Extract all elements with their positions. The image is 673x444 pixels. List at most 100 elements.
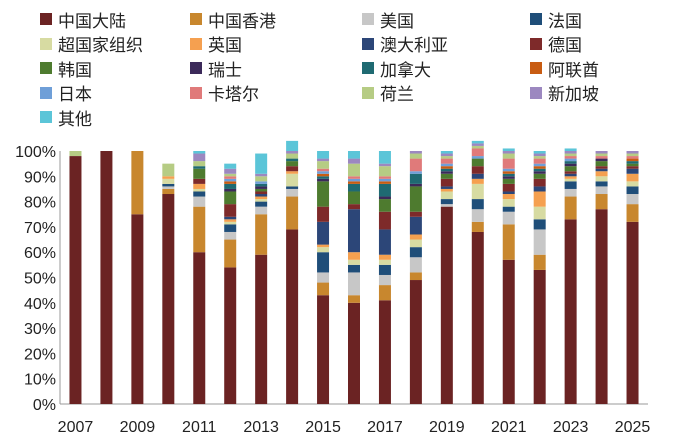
bar-segment — [440, 153, 453, 157]
bar-segment — [564, 148, 577, 151]
bar-segment — [471, 158, 484, 167]
bar-segment — [409, 257, 422, 273]
bar-segment — [409, 186, 422, 212]
legend-label: 中国香港 — [208, 11, 276, 32]
bar-segment — [255, 176, 268, 182]
bar-segment — [533, 163, 546, 167]
legend-item: 阿联酋 — [530, 57, 599, 81]
legend-swatch — [190, 37, 202, 50]
bar-segment — [255, 254, 268, 404]
legend-label: 阿联酋 — [548, 60, 599, 81]
bar-segment — [409, 280, 422, 404]
bar-segment — [193, 151, 206, 154]
bar-segment — [595, 151, 608, 154]
bar-segment — [193, 188, 206, 192]
legend-label: 德国 — [548, 36, 582, 56]
legend-item: 超国家组织 — [40, 33, 143, 56]
bar-segment — [255, 196, 268, 200]
bar-segment — [502, 148, 515, 151]
bar-segment — [626, 181, 639, 187]
bar-segment — [409, 151, 422, 154]
bar-segment — [224, 163, 237, 169]
bar-segment — [193, 183, 206, 189]
bar-segment — [626, 153, 639, 157]
legend-label: 加拿大 — [380, 60, 431, 81]
legend-label: 瑞士 — [208, 60, 242, 81]
bar-segment — [564, 178, 577, 182]
bar-segment — [533, 269, 546, 404]
bar-segment — [595, 209, 608, 404]
bar-segment — [409, 216, 422, 235]
bar-segment — [317, 158, 330, 162]
bar-segment — [378, 166, 391, 177]
bar-segment — [193, 161, 206, 167]
bar-segment — [502, 171, 515, 174]
legend-item: 其他 — [40, 106, 92, 130]
x-tick-label: 2025 — [615, 419, 651, 436]
bar-segment — [409, 158, 422, 172]
legend-item: 瑞士 — [190, 57, 242, 81]
legend-item: 中国大陆 — [40, 8, 126, 32]
legend-label: 美国 — [380, 11, 414, 32]
bar-segment — [224, 216, 237, 220]
bar-segment — [533, 168, 546, 172]
bar-segment — [471, 183, 484, 200]
bar-segment — [502, 178, 515, 184]
legend-label: 法国 — [548, 11, 582, 32]
legend-swatch — [40, 86, 52, 99]
bar-segment — [378, 163, 391, 167]
bar-segment — [440, 156, 453, 159]
bar-segment — [193, 206, 206, 253]
bar-segment — [286, 153, 299, 159]
bar-segment — [224, 224, 237, 232]
bar-segment — [564, 188, 577, 197]
legend-swatch — [40, 13, 52, 25]
bar-segment — [440, 163, 453, 167]
bar-segment — [533, 158, 546, 164]
bar-segment — [564, 153, 577, 157]
bar-segment — [409, 153, 422, 159]
bar-segment — [255, 201, 268, 207]
bar-segment — [193, 191, 206, 197]
bar-segment — [440, 166, 453, 169]
legend-item: 新加坡 — [530, 82, 599, 105]
bar-segment — [626, 168, 639, 174]
bar-segment — [348, 178, 360, 182]
legend-swatch — [40, 111, 52, 123]
bar-segment — [317, 178, 330, 182]
bar-segment — [502, 173, 515, 177]
legend-label: 中国大陆 — [58, 11, 126, 32]
bar-segment — [626, 151, 639, 154]
legend-swatch — [362, 37, 374, 50]
bar-segment — [348, 151, 360, 159]
bar-segment — [224, 173, 237, 177]
legend-label: 荷兰 — [380, 85, 414, 105]
legend-item: 法国 — [530, 8, 582, 32]
bar-segment — [348, 204, 360, 210]
bar-segment — [224, 221, 237, 225]
bar-segment — [502, 206, 515, 212]
bar-segment — [317, 221, 330, 245]
bar-segment — [317, 161, 330, 169]
bar-segment — [286, 161, 299, 167]
y-tick-label: 80% — [24, 195, 56, 212]
bar-segment — [440, 206, 453, 404]
bar-segment — [348, 209, 360, 253]
bar-segment — [224, 219, 237, 222]
bar-segment — [69, 156, 82, 404]
bar-segment — [533, 153, 546, 157]
legend-label: 日本 — [58, 85, 92, 105]
bar-segment — [348, 176, 360, 179]
bar-segment — [255, 153, 268, 174]
bar-segment — [471, 166, 484, 174]
bar-segment — [471, 156, 484, 159]
bar-segment — [317, 282, 330, 296]
bar-segment — [564, 166, 577, 172]
bar-segment — [564, 181, 577, 189]
bar-segment — [440, 186, 453, 189]
bar-segment — [626, 156, 639, 159]
bar-segment — [255, 188, 268, 192]
bar-segment — [471, 231, 484, 404]
y-tick-label: 10% — [24, 372, 56, 389]
legend-label: 英国 — [208, 36, 242, 56]
